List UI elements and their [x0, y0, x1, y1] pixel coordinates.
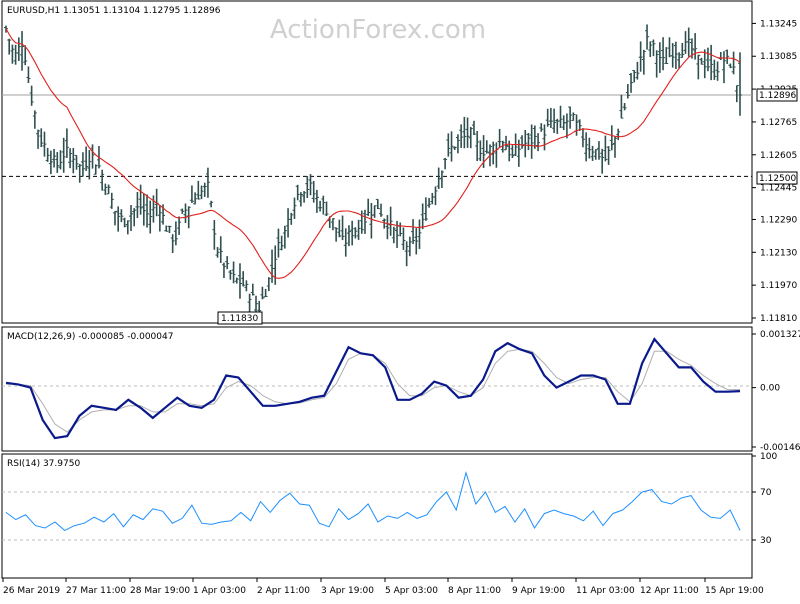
rsi-panel-header: RSI(14) 37.9750	[7, 459, 80, 469]
level-label: 1.12500	[759, 174, 796, 184]
rsi-tick-label: 100	[760, 452, 777, 462]
rsi-panel	[1, 453, 753, 579]
price-tick-label: 1.11810	[760, 314, 797, 324]
price-tick-label: 1.12290	[760, 215, 797, 225]
time-tick-label: 28 Mar 19:00	[130, 586, 190, 596]
price-tick-label: 1.12445	[760, 184, 797, 194]
macd-axis: 0.001327 0.00 -0.001469	[752, 330, 800, 453]
macd-line	[5, 337, 741, 440]
time-axis: 26 Mar 2019 27 Mar 11:00 28 Mar 19:00 1 Apr…	[2, 578, 764, 596]
level-marker: 1.12500	[756, 171, 798, 185]
time-tick-label: 11 Apr 03:00	[576, 586, 635, 596]
macd-tick-label: 0.001327	[760, 330, 800, 340]
time-tick-label: 26 Mar 2019	[3, 586, 60, 596]
time-tick-label: 3 Apr 19:00	[321, 586, 374, 596]
time-tick-label: 2 Apr 11:00	[257, 586, 310, 596]
price-tick-label: 1.12765	[760, 118, 797, 128]
price-tick-label: 1.12605	[760, 151, 797, 161]
time-tick-label: 8 Apr 11:00	[448, 586, 501, 596]
price-tick-label: 1.13245	[760, 19, 797, 29]
time-tick-label: 9 Apr 19:00	[512, 586, 565, 596]
rsi-tick-label: 70	[760, 488, 772, 498]
price-bars	[4, 24, 742, 319]
low-annotation: 1.11830	[217, 311, 263, 325]
macd-panel-header: MACD(12,26,9) -0.000085 -0.000047	[7, 332, 173, 342]
watermark: ActionForex.com	[270, 15, 486, 45]
macd-tick-label: 0.00	[760, 384, 780, 394]
low-label: 1.11830	[221, 314, 258, 324]
current-price-marker: 1.12896	[756, 88, 798, 102]
time-tick-label: 12 Apr 11:00	[640, 586, 699, 596]
time-tick-label: 27 Mar 11:00	[66, 586, 126, 596]
price-panel-header: EURUSD,H1 1.13051 1.13104 1.12795 1.1289…	[7, 6, 221, 16]
macd-tick-label: -0.001469	[760, 443, 800, 453]
rsi-tick-label: 30	[760, 536, 772, 546]
moving-average-line	[5, 28, 741, 279]
price-tick-label: 1.11970	[760, 281, 797, 291]
price-panel	[1, 0, 753, 324]
price-tick-label: 1.13085	[760, 52, 797, 62]
time-tick-label: 5 Apr 03:00	[385, 586, 438, 596]
rsi-levels	[2, 491, 752, 541]
rsi-line	[5, 470, 741, 531]
current-price-label: 1.12896	[759, 91, 796, 101]
macd-panel	[1, 326, 753, 452]
price-tick-label: 1.12130	[760, 248, 797, 258]
time-tick-label: 1 Apr 03:00	[193, 586, 246, 596]
rsi-axis: 100 70 30	[752, 452, 777, 546]
time-tick-label: 15 Apr 19:00	[705, 586, 764, 596]
price-reference-lines	[2, 94, 752, 177]
